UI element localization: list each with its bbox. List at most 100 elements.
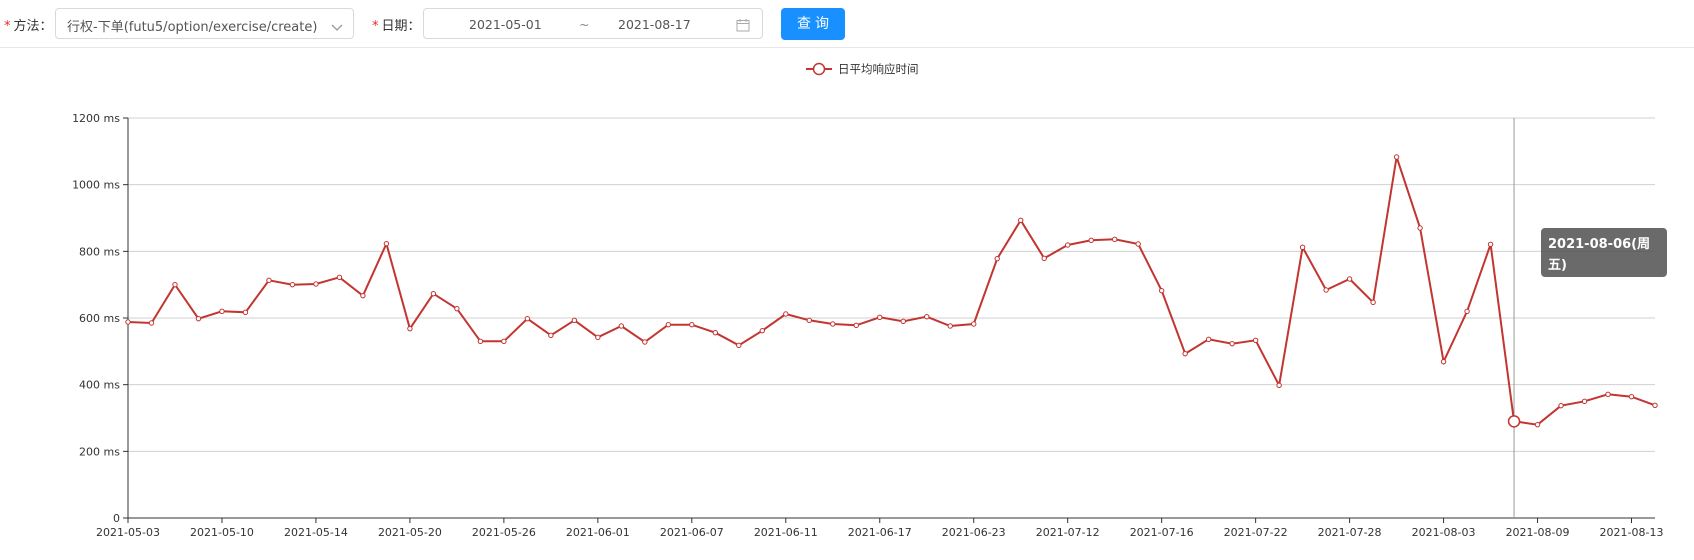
query-button[interactable]: 查询	[781, 8, 845, 40]
date-label: * 日期：	[372, 19, 421, 34]
data-point	[477, 338, 484, 345]
data-point	[1370, 299, 1376, 306]
legend-label: 日平均响应时间	[838, 62, 919, 76]
data-point	[125, 319, 131, 325]
data-point	[665, 321, 672, 328]
date-end-input[interactable]: 2021-08-17	[618, 17, 691, 32]
date-start-input[interactable]: 2021-05-01	[469, 17, 542, 32]
data-point	[877, 314, 883, 321]
data-point	[947, 323, 953, 329]
x-tick-label: 2021-06-11	[754, 526, 818, 539]
data-point	[642, 339, 648, 345]
data-point	[712, 329, 719, 336]
x-tick-label: 2021-06-07	[660, 526, 724, 539]
data-point	[289, 281, 296, 288]
data-point	[1534, 421, 1541, 428]
data-point	[1182, 350, 1188, 357]
filter-toolbar: * 方法： 行权-下单(futu5/option/exercise/create)…	[0, 0, 1694, 48]
data-point	[1205, 336, 1212, 343]
date-range-picker[interactable]: 2021-05-01 ~ 2021-08-17	[423, 8, 763, 39]
data-point	[548, 332, 554, 339]
data-point	[1346, 276, 1353, 282]
data-point	[971, 321, 977, 327]
data-point	[595, 334, 601, 341]
data-point	[1229, 340, 1235, 347]
data-point	[783, 311, 789, 317]
calendar-icon	[736, 17, 750, 36]
data-point	[1417, 225, 1423, 231]
x-tick-label: 2021-08-13	[1600, 526, 1664, 539]
method-select-value: 行权-下单(futu5/option/exercise/create)	[67, 20, 318, 35]
data-point	[148, 320, 155, 326]
data-point	[1558, 402, 1564, 409]
x-tick-label: 2021-05-10	[190, 526, 254, 539]
chart-tooltip: 2021-08-06(周五) 289.91 ms	[1541, 228, 1667, 294]
y-tick-label: 400 ms	[79, 379, 120, 392]
data-point	[501, 338, 507, 345]
x-tick-label: 2021-07-28	[1318, 526, 1382, 539]
data-point	[1111, 236, 1118, 243]
x-tick-label: 2021-05-26	[472, 526, 536, 539]
data-point	[736, 342, 742, 349]
data-point	[1323, 287, 1329, 293]
y-tick-label: 200 ms	[79, 445, 120, 458]
data-point	[618, 323, 625, 329]
data-point	[383, 240, 390, 247]
data-point	[1581, 398, 1588, 405]
data-point	[524, 315, 531, 322]
data-point	[454, 305, 460, 312]
data-point	[1605, 391, 1611, 398]
method-select[interactable]: 行权-下单(futu5/option/exercise/create)	[55, 8, 354, 39]
data-point	[266, 277, 272, 284]
x-tick-label: 2021-05-14	[284, 526, 348, 539]
data-point	[1135, 241, 1141, 247]
x-tick-label: 2021-06-01	[566, 526, 630, 539]
x-tick-label: 2021-07-16	[1130, 526, 1194, 539]
data-point	[219, 308, 225, 315]
data-point	[900, 318, 906, 325]
data-point	[242, 309, 249, 316]
data-point	[1088, 237, 1094, 244]
data-point	[1628, 393, 1635, 400]
y-tick-label: 600 ms	[79, 312, 120, 325]
tooltip-date: 2021-08-06(周五)	[1548, 237, 1651, 273]
data-point	[1652, 402, 1658, 409]
y-tick-label: 800 ms	[79, 245, 120, 258]
data-point	[1464, 308, 1470, 315]
data-point	[853, 322, 859, 329]
x-tick-label: 2021-08-03	[1412, 526, 1476, 539]
x-tick-label: 2021-07-12	[1036, 526, 1100, 539]
data-point	[1487, 241, 1494, 248]
data-point	[407, 325, 413, 332]
data-point	[806, 317, 812, 324]
data-point	[195, 315, 202, 322]
x-tick-label: 2021-08-09	[1506, 526, 1570, 539]
data-point	[1018, 217, 1024, 224]
data-point	[994, 255, 1000, 262]
data-point	[336, 274, 343, 281]
data-point	[1064, 242, 1071, 248]
method-label: * 方法：	[4, 19, 53, 34]
y-tick-label: 0	[113, 512, 120, 525]
y-tick-label: 1200 ms	[72, 112, 120, 125]
data-point	[830, 321, 836, 327]
highlight-point	[1507, 415, 1521, 428]
x-tick-label: 2021-06-23	[942, 526, 1006, 539]
data-point	[313, 281, 319, 287]
data-point	[571, 317, 578, 324]
y-tick-label: 1000 ms	[72, 179, 120, 192]
tooltip-value: 289.91 ms	[1548, 279, 1624, 294]
x-tick-label: 2021-06-17	[848, 526, 912, 539]
data-point	[430, 290, 437, 297]
data-point	[1440, 358, 1447, 365]
data-point	[689, 321, 695, 328]
x-tick-label: 2021-05-03	[96, 526, 160, 539]
required-mark: *	[372, 19, 379, 34]
x-tick-label: 2021-05-20	[378, 526, 442, 539]
data-point	[1393, 154, 1400, 160]
data-point	[1252, 337, 1259, 344]
response-time-chart: 日平均响应时间 0 200 ms 400 ms 600 ms 800 ms 1000 ms 1…	[72, 62, 1664, 539]
data-point	[172, 281, 178, 288]
x-tick-label: 2021-07-22	[1224, 526, 1288, 539]
chevron-down-icon	[331, 18, 343, 37]
